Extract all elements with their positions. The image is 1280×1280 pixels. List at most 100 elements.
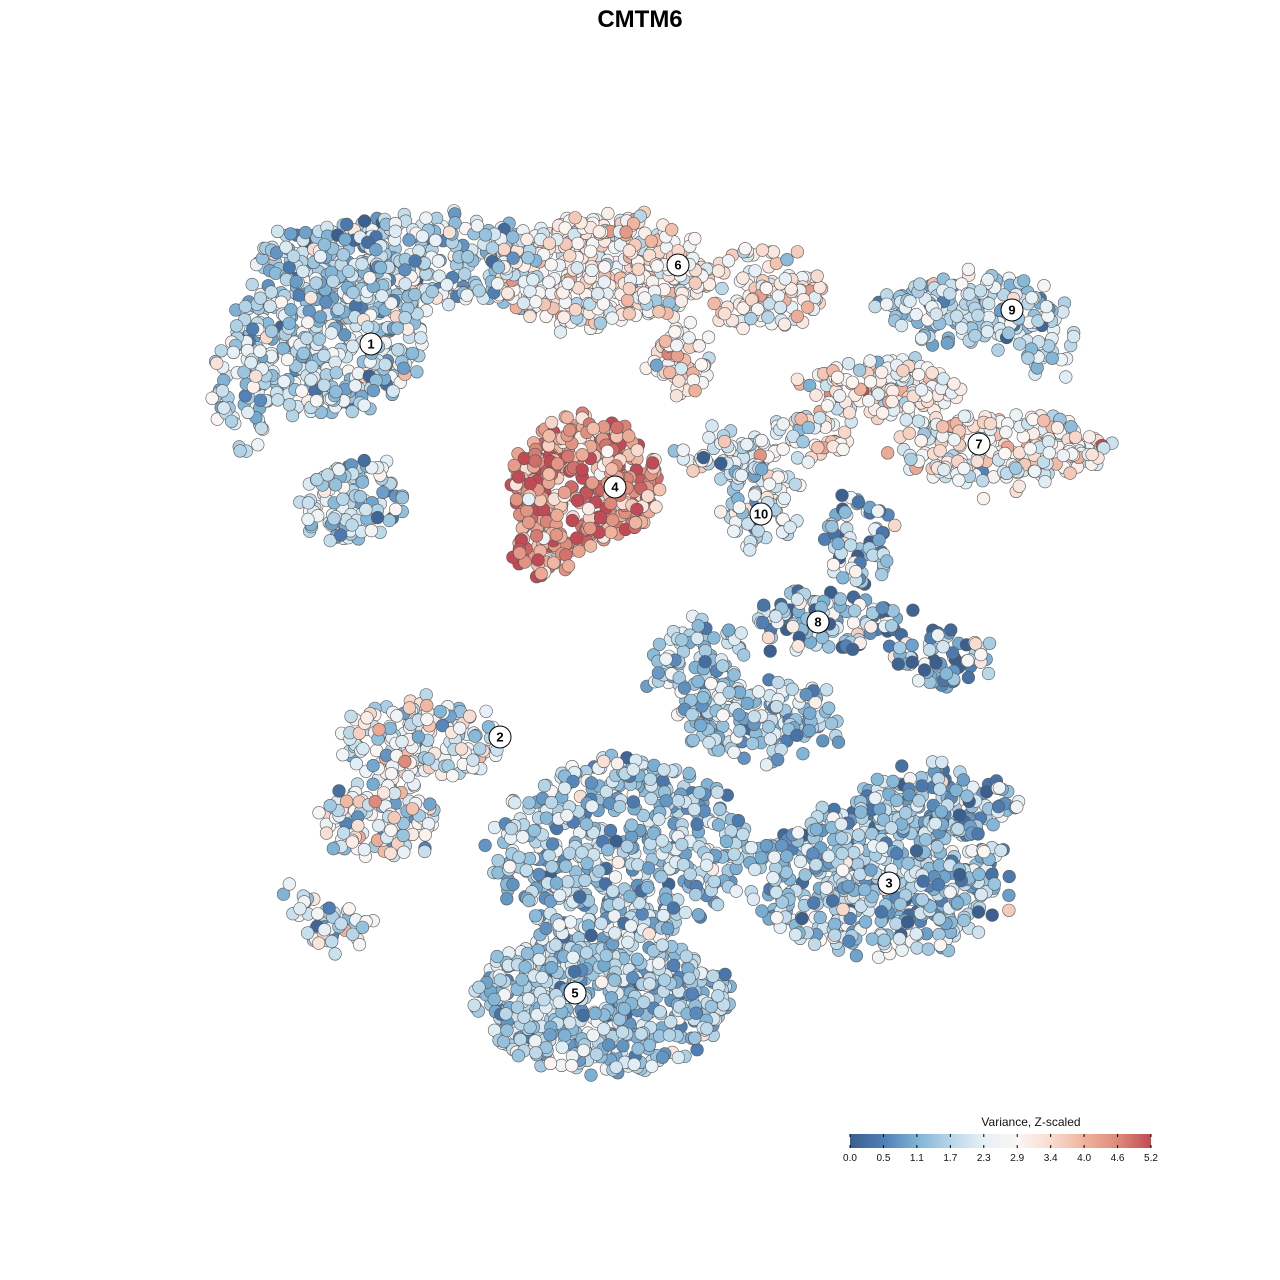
data-point (611, 855, 625, 870)
data-point (233, 444, 247, 458)
data-point (446, 769, 460, 783)
data-point (355, 257, 369, 271)
data-point (909, 927, 923, 941)
data-point (384, 766, 399, 781)
data-point (301, 496, 316, 510)
data-point (595, 975, 609, 989)
data-point (550, 457, 565, 471)
data-point (245, 277, 259, 292)
data-point (771, 675, 785, 690)
data-point (571, 236, 585, 250)
data-point (282, 316, 296, 330)
data-point (319, 826, 334, 840)
data-point (649, 500, 663, 514)
data-point (383, 721, 397, 735)
data-point (698, 643, 713, 658)
data-point (580, 856, 594, 870)
data-point (719, 834, 734, 849)
data-point (543, 1056, 558, 1070)
data-point (771, 753, 785, 767)
data-point (398, 277, 412, 291)
data-point (722, 623, 736, 637)
data-point (718, 967, 732, 982)
data-point (344, 709, 358, 724)
data-point (877, 933, 891, 947)
data-point (640, 880, 655, 895)
data-point (522, 893, 536, 908)
data-point (386, 384, 400, 398)
data-point (592, 864, 606, 878)
data-point (351, 819, 365, 833)
data-point (682, 766, 696, 781)
data-point (225, 414, 239, 428)
data-point (506, 877, 520, 892)
data-point (659, 794, 673, 808)
data-point (284, 227, 298, 241)
data-point (933, 782, 947, 796)
data-point (971, 308, 985, 323)
data-point (970, 454, 984, 468)
data-point (532, 867, 546, 881)
data-point (831, 735, 846, 749)
data-point (529, 295, 543, 309)
data-point (820, 399, 835, 413)
data-point (397, 845, 411, 859)
data-point (763, 732, 778, 746)
data-point (610, 756, 625, 771)
data-point (701, 330, 716, 344)
data-point (783, 520, 797, 534)
data-point (442, 298, 456, 312)
data-point (332, 784, 346, 798)
data-point (573, 890, 587, 904)
data-point (656, 774, 670, 788)
data-point (870, 772, 884, 786)
data-point (570, 494, 585, 508)
data-point (825, 519, 839, 534)
data-point (584, 1068, 598, 1082)
data-point (971, 905, 986, 919)
data-point (630, 502, 644, 516)
data-point (901, 856, 915, 870)
data-point (271, 393, 285, 407)
data-point (986, 818, 1000, 832)
data-point (748, 264, 762, 278)
data-point (777, 317, 792, 331)
data-point (813, 411, 827, 425)
data-point (910, 941, 924, 955)
data-point (884, 619, 899, 633)
data-point (626, 795, 641, 809)
data-point (761, 310, 775, 324)
data-point (301, 512, 315, 527)
data-point (727, 524, 741, 538)
data-point (674, 294, 689, 308)
data-point (405, 802, 420, 816)
data-point (865, 932, 879, 946)
data-point (731, 813, 746, 828)
data-point (651, 666, 666, 680)
data-point (624, 919, 638, 933)
data-point (1001, 326, 1016, 340)
data-point (886, 774, 900, 789)
data-point (550, 508, 564, 522)
data-point (801, 455, 815, 469)
data-point (581, 502, 596, 516)
data-point (932, 912, 946, 926)
data-point (711, 264, 726, 278)
data-point (425, 285, 439, 299)
data-point (655, 1050, 670, 1064)
data-point (635, 907, 649, 921)
data-point (921, 942, 935, 956)
data-point (414, 331, 428, 345)
data-point (423, 797, 437, 811)
data-point (956, 773, 971, 787)
data-point (675, 837, 689, 852)
data-point (949, 783, 963, 797)
data-point (843, 538, 858, 552)
data-point (858, 915, 873, 929)
data-point (500, 892, 514, 906)
data-point (944, 623, 958, 637)
data-point (583, 244, 598, 258)
data-point (740, 696, 755, 711)
data-point (317, 348, 331, 363)
